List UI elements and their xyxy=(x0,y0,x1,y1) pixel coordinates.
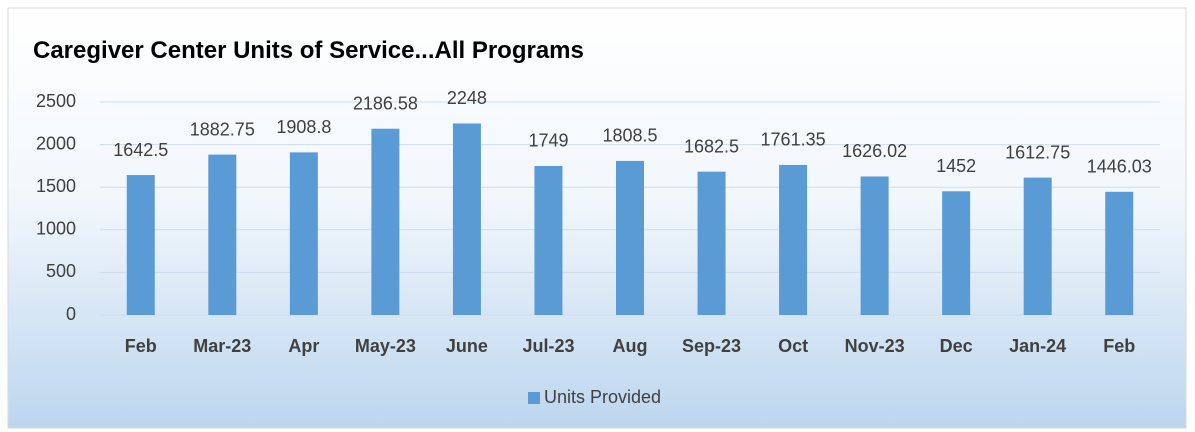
x-tick-label: Dec xyxy=(940,336,973,356)
data-label: 2248 xyxy=(447,88,487,108)
bar xyxy=(534,165,563,315)
data-label: 1446.03 xyxy=(1087,157,1152,177)
data-label: 1908.8 xyxy=(276,117,331,137)
data-label: 1452 xyxy=(936,156,976,176)
bar xyxy=(1023,177,1052,315)
y-tick-label: 0 xyxy=(66,304,76,324)
bar xyxy=(371,128,400,315)
x-tick-label: June xyxy=(446,336,488,356)
x-tick-label: Feb xyxy=(125,336,157,356)
bar xyxy=(860,176,889,315)
x-tick-label: Jan-24 xyxy=(1009,336,1066,356)
x-tick-label: Apr xyxy=(288,336,319,356)
x-tick-label: Aug xyxy=(613,336,648,356)
data-label: 1808.5 xyxy=(602,126,657,146)
bar xyxy=(289,152,318,315)
y-tick-label: 2500 xyxy=(36,91,76,111)
x-tick-label: Nov-23 xyxy=(845,336,905,356)
y-tick-label: 2000 xyxy=(36,133,76,153)
bar xyxy=(697,171,726,315)
chart-title: Caregiver Center Units of Service...All … xyxy=(33,37,584,64)
data-label: 1642.5 xyxy=(113,140,168,160)
bar xyxy=(779,164,808,315)
x-tick-label: Sep-23 xyxy=(682,336,741,356)
bar xyxy=(126,175,155,315)
bar xyxy=(1105,191,1134,315)
legend-swatch xyxy=(528,392,540,404)
data-label: 1882.75 xyxy=(190,119,255,139)
legend-label: Units Provided xyxy=(544,387,661,407)
data-label: 1761.35 xyxy=(761,130,826,150)
chart-background xyxy=(7,7,1187,429)
data-label: 1682.5 xyxy=(684,136,739,156)
x-tick-label: Feb xyxy=(1103,336,1135,356)
data-label: 1749 xyxy=(528,131,568,151)
bar xyxy=(208,154,237,315)
data-label: 1612.75 xyxy=(1005,142,1070,162)
data-label: 2186.58 xyxy=(353,93,418,113)
bar xyxy=(616,160,644,315)
y-tick-label: 1500 xyxy=(36,176,76,196)
bar xyxy=(942,191,971,315)
data-label: 1626.02 xyxy=(842,141,907,161)
x-tick-label: Oct xyxy=(778,336,808,356)
x-tick-label: Jul-23 xyxy=(522,336,574,356)
bar xyxy=(452,123,481,315)
y-tick-label: 500 xyxy=(46,261,76,281)
x-tick-label: May-23 xyxy=(355,336,416,356)
x-tick-label: Mar-23 xyxy=(193,336,251,356)
y-tick-label: 1000 xyxy=(36,219,76,239)
